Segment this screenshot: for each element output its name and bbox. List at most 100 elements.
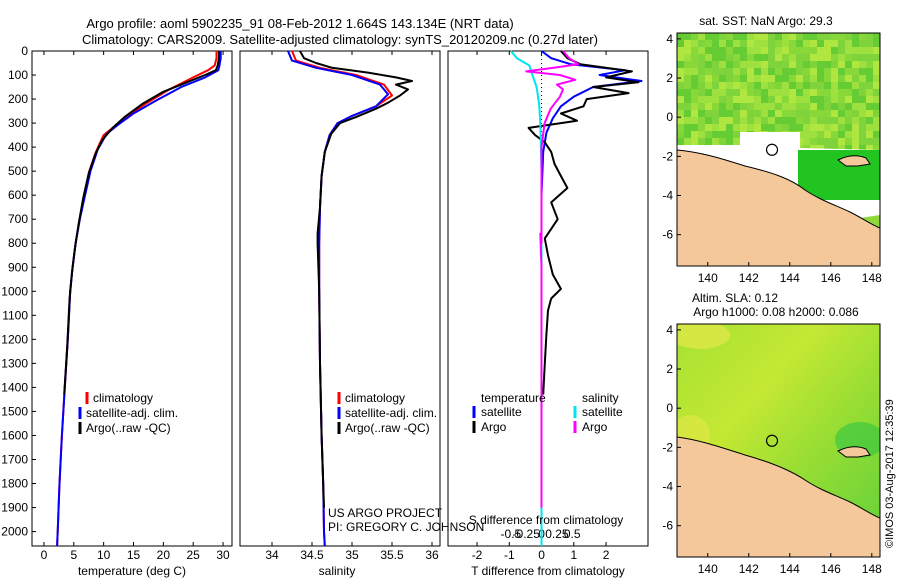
difference-s-tick-label: 0.5: [564, 527, 581, 541]
sst-pixel: [712, 110, 719, 117]
sst-pixel: [684, 89, 691, 96]
sst-pixel: [782, 110, 789, 117]
sst-pixel: [838, 138, 845, 145]
sst-pixel: [852, 61, 859, 68]
depth-tick-label: 1600: [1, 428, 28, 442]
sst-pixel: [768, 54, 775, 61]
sst-pixel: [698, 89, 705, 96]
sst-pixel: [873, 89, 880, 96]
sst-pixel: [754, 68, 761, 75]
sst-pixel: [698, 40, 705, 47]
sst-pixel: [817, 47, 824, 54]
difference-series: [510, 50, 643, 546]
sst-pixel: [705, 47, 712, 54]
sst-pixel: [754, 96, 761, 103]
sst-pixel: [712, 96, 719, 103]
sal-legend-climatology-label: climatology: [345, 391, 405, 405]
sst-map-axes: 140 142 144 146 148 4 2 0 -2 -4 -6: [662, 32, 882, 285]
sst-pixel: [719, 124, 726, 131]
sst-pixel: [698, 33, 705, 40]
sst-pixel: [684, 82, 691, 89]
sst-pixel: [803, 96, 810, 103]
sst-pixel: [712, 82, 719, 89]
sst-pixel: [691, 82, 698, 89]
sst-pixel: [754, 61, 761, 68]
sst-pixel: [838, 117, 845, 124]
sst-pixel: [782, 124, 789, 131]
diff-line-s-argo: [525, 50, 580, 508]
sst-pixel: [873, 54, 880, 61]
sst-pixel: [852, 124, 859, 131]
sst-pixel: [698, 124, 705, 131]
sst-pixel: [817, 82, 824, 89]
sst-pixel: [698, 82, 705, 89]
sst-pixel: [831, 110, 838, 117]
sla-map-title2: Argo h1000: 0.08 h2000: 0.086: [693, 305, 859, 319]
sst-lon-tick-label: 140: [698, 271, 718, 285]
sst-lat-tick-label: -4: [662, 189, 673, 203]
temperature-xtick-label: 5: [70, 548, 77, 562]
sst-pixel: [726, 138, 733, 145]
sst-pixel: [803, 117, 810, 124]
sst-pixel: [747, 82, 754, 89]
sst-pixel: [859, 117, 866, 124]
sst-pixel: [859, 75, 866, 82]
difference-xtick-label: 1: [570, 548, 577, 562]
sst-pixel: [810, 54, 817, 61]
sst-pixel: [740, 117, 747, 124]
sst-pixel: [775, 47, 782, 54]
sst-lon-tick-label: 146: [821, 271, 841, 285]
sst-pixel: [768, 68, 775, 75]
depth-axis: 0 100 200 300 400 500 600 700 800 900 1000 1100 1200…: [1, 44, 36, 539]
sst-pixel: [761, 68, 768, 75]
sst-pixel: [845, 47, 852, 54]
sst-pixel: [824, 68, 831, 75]
sst-pixel: [719, 61, 726, 68]
sst-pixel: [845, 68, 852, 75]
sst-pixel: [852, 138, 859, 145]
sst-pixel: [838, 145, 845, 152]
header-line1: Argo profile: aoml 5902235_91 08-Feb-201…: [86, 16, 513, 31]
difference-xtick-label: -2: [472, 548, 483, 562]
sst-pixel: [761, 96, 768, 103]
sst-pixel: [677, 61, 684, 68]
sst-pixel: [831, 33, 838, 40]
sst-pixel: [796, 117, 803, 124]
sst-pixel: [684, 131, 691, 138]
sst-pixel: [712, 68, 719, 75]
sst-pixel: [705, 40, 712, 47]
sst-pixel: [803, 61, 810, 68]
sst-pixel: [838, 68, 845, 75]
salinity-xtick-label: 34: [265, 548, 279, 562]
sst-pixel: [705, 68, 712, 75]
sst-pixel: [838, 82, 845, 89]
sst-pixel: [817, 103, 824, 110]
sst-pixel: [803, 47, 810, 54]
sla-island: [837, 446, 871, 458]
sst-pixel: [838, 96, 845, 103]
sst-pixel: [761, 61, 768, 68]
sst-pixel: [838, 40, 845, 47]
sst-pixel: [838, 33, 845, 40]
legend-salinity-title: salinity: [582, 391, 619, 405]
sst-pixel: [810, 33, 817, 40]
depth-tick-label: 1100: [2, 308, 28, 322]
sst-pixel: [810, 82, 817, 89]
credits-line1: US ARGO PROJECT: [328, 506, 443, 520]
sst-pixel: [768, 96, 775, 103]
sst-pixel: [768, 61, 775, 68]
sst-lat-tick-label: -6: [662, 228, 673, 242]
sst-pixel: [873, 75, 880, 82]
depth-tick-label: 1700: [1, 452, 28, 466]
salinity-xtick-label: 36: [425, 548, 439, 562]
sst-pixel: [719, 117, 726, 124]
sst-pixel: [691, 89, 698, 96]
sst-pixel: [817, 33, 824, 40]
sst-pixel: [824, 75, 831, 82]
salinity-line-argo: [299, 50, 413, 508]
sst-pixel: [852, 145, 859, 152]
sst-pixel: [754, 75, 761, 82]
sst-pixel: [859, 103, 866, 110]
sst-pixel: [761, 82, 768, 89]
sst-pixel: [761, 33, 768, 40]
